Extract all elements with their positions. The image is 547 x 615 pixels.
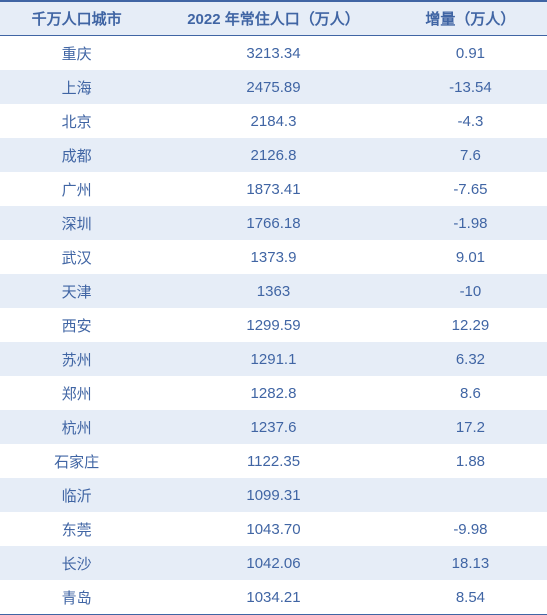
table-cell: 东莞 xyxy=(0,512,153,546)
table-cell: -10 xyxy=(394,274,547,308)
table-cell: 郑州 xyxy=(0,376,153,410)
table-cell: 1363 xyxy=(153,274,394,308)
table-row: 石家庄1122.351.88 xyxy=(0,444,547,478)
table-cell: 1282.8 xyxy=(153,376,394,410)
table-cell: 深圳 xyxy=(0,206,153,240)
table-row: 长沙1042.0618.13 xyxy=(0,546,547,580)
table-cell: 17.2 xyxy=(394,410,547,444)
table-body: 重庆3213.340.91上海2475.89-13.54北京2184.3-4.3… xyxy=(0,36,547,615)
table-cell: 3213.34 xyxy=(153,36,394,71)
table-cell: 0.91 xyxy=(394,36,547,71)
table-cell: 1.88 xyxy=(394,444,547,478)
table-row: 深圳1766.18-1.98 xyxy=(0,206,547,240)
table-cell: 1099.31 xyxy=(153,478,394,512)
table-cell: 天津 xyxy=(0,274,153,308)
table-cell: 武汉 xyxy=(0,240,153,274)
table-cell: 1373.9 xyxy=(153,240,394,274)
table-cell: 7.6 xyxy=(394,138,547,172)
table-cell: -4.3 xyxy=(394,104,547,138)
table-cell: 广州 xyxy=(0,172,153,206)
table-cell: 9.01 xyxy=(394,240,547,274)
table-cell: 成都 xyxy=(0,138,153,172)
table-cell: 12.29 xyxy=(394,308,547,342)
table-cell: 1299.59 xyxy=(153,308,394,342)
table-cell: 西安 xyxy=(0,308,153,342)
table-row: 北京2184.3-4.3 xyxy=(0,104,547,138)
table-header: 千万人口城市2022 年常住人口（万人）增量（万人） xyxy=(0,1,547,36)
table-column-header-0: 千万人口城市 xyxy=(0,1,153,36)
table-cell: -1.98 xyxy=(394,206,547,240)
table-cell: 18.13 xyxy=(394,546,547,580)
table-cell: -9.98 xyxy=(394,512,547,546)
table-cell: 8.54 xyxy=(394,580,547,615)
table-row: 上海2475.89-13.54 xyxy=(0,70,547,104)
table-row: 青岛1034.218.54 xyxy=(0,580,547,615)
table-cell: 1237.6 xyxy=(153,410,394,444)
table-cell: 1291.1 xyxy=(153,342,394,376)
table-row: 临沂1099.31 xyxy=(0,478,547,512)
table-cell: 1043.70 xyxy=(153,512,394,546)
table-cell: 1873.41 xyxy=(153,172,394,206)
table-cell: 1122.35 xyxy=(153,444,394,478)
table-header-row: 千万人口城市2022 年常住人口（万人）增量（万人） xyxy=(0,1,547,36)
population-table: 千万人口城市2022 年常住人口（万人）增量（万人） 重庆3213.340.91… xyxy=(0,0,547,615)
table-cell: 1766.18 xyxy=(153,206,394,240)
table-cell: 杭州 xyxy=(0,410,153,444)
table-cell xyxy=(394,478,547,512)
table-cell: -13.54 xyxy=(394,70,547,104)
table-cell: -7.65 xyxy=(394,172,547,206)
table-row: 郑州1282.88.6 xyxy=(0,376,547,410)
table-cell: 石家庄 xyxy=(0,444,153,478)
table-cell: 重庆 xyxy=(0,36,153,71)
table-row: 重庆3213.340.91 xyxy=(0,36,547,71)
table-row: 苏州1291.16.32 xyxy=(0,342,547,376)
table-cell: 2184.3 xyxy=(153,104,394,138)
table-cell: 青岛 xyxy=(0,580,153,615)
table-cell: 长沙 xyxy=(0,546,153,580)
table-cell: 北京 xyxy=(0,104,153,138)
table-cell: 2475.89 xyxy=(153,70,394,104)
table-cell: 6.32 xyxy=(394,342,547,376)
table-row: 东莞1043.70-9.98 xyxy=(0,512,547,546)
population-table-container: 中新网 Chinanews.com 千万人口城市2022 年常住人口（万人）增量… xyxy=(0,0,547,615)
table-cell: 2126.8 xyxy=(153,138,394,172)
table-row: 杭州1237.617.2 xyxy=(0,410,547,444)
table-row: 广州1873.41-7.65 xyxy=(0,172,547,206)
table-row: 西安1299.5912.29 xyxy=(0,308,547,342)
table-cell: 临沂 xyxy=(0,478,153,512)
table-cell: 苏州 xyxy=(0,342,153,376)
table-cell: 8.6 xyxy=(394,376,547,410)
table-row: 天津1363-10 xyxy=(0,274,547,308)
table-cell: 1034.21 xyxy=(153,580,394,615)
table-cell: 1042.06 xyxy=(153,546,394,580)
table-row: 武汉1373.99.01 xyxy=(0,240,547,274)
table-column-header-1: 2022 年常住人口（万人） xyxy=(153,1,394,36)
table-row: 成都2126.87.6 xyxy=(0,138,547,172)
table-cell: 上海 xyxy=(0,70,153,104)
table-column-header-2: 增量（万人） xyxy=(394,1,547,36)
